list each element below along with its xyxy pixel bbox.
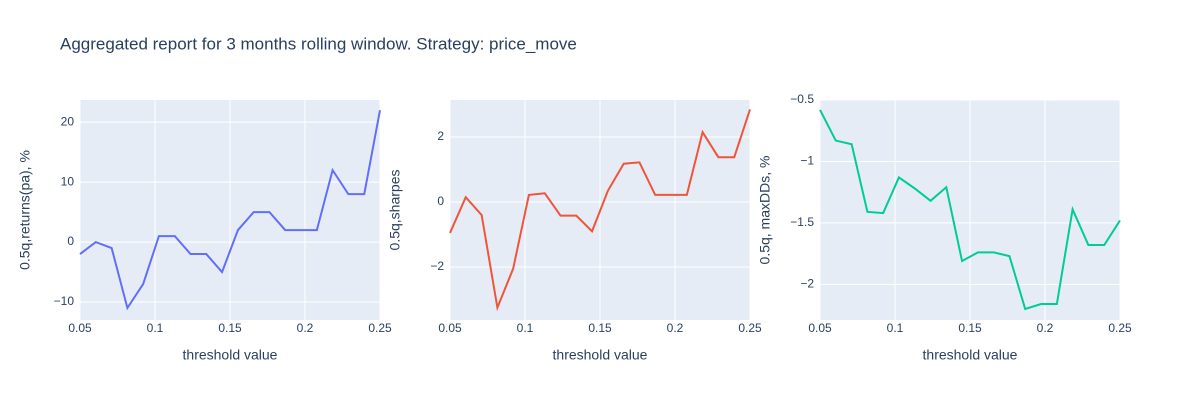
y-tick-label: 0 — [437, 194, 444, 208]
x-tick-label: 0.05 — [68, 321, 92, 335]
x-axis-title: threshold value — [923, 347, 1018, 363]
x-tick-label: 0.1 — [147, 321, 164, 335]
x-tick-label: 0.1 — [517, 321, 534, 335]
figure-title: Aggregated report for 3 months rolling w… — [60, 34, 577, 53]
x-axis-title: threshold value — [553, 347, 648, 363]
x-tick-label: 0.15 — [218, 321, 242, 335]
x-tick-label: 0.05 — [808, 321, 832, 335]
data-line — [79, 110, 381, 311]
y-tick-label: 2 — [437, 129, 444, 143]
x-tick-label: 0.1 — [887, 321, 904, 335]
y-tick-label: −1 — [800, 154, 814, 168]
data-line — [819, 109, 1121, 311]
y-tick-label: 20 — [61, 114, 75, 128]
x-tick-label: 0.2 — [1037, 321, 1054, 335]
y-tick-label: 0 — [67, 234, 74, 248]
y-tick-label: −2 — [430, 259, 444, 273]
y-tick-label: −0.5 — [790, 92, 814, 106]
x-tick-label: 0.15 — [588, 321, 612, 335]
y-axis-title: 0.5q,returns(pa), % — [17, 150, 33, 270]
x-axis-title: threshold value — [183, 347, 278, 363]
y-tick-label: −10 — [54, 294, 75, 308]
x-tick-label: 0.15 — [958, 321, 982, 335]
y-tick-label: −2 — [800, 277, 814, 291]
x-tick-label: 0.25 — [1108, 321, 1132, 335]
x-tick-label: 0.25 — [368, 321, 392, 335]
y-tick-label: 10 — [61, 174, 75, 188]
y-axis-title: 0.5q, maxDDs, % — [757, 156, 773, 265]
y-tick-label: −1.5 — [790, 215, 814, 229]
x-tick-label: 0.2 — [667, 321, 684, 335]
y-axis-title: 0.5q,sharpes — [387, 170, 403, 251]
x-tick-label: 0.05 — [438, 321, 462, 335]
x-tick-label: 0.25 — [738, 321, 762, 335]
data-line — [449, 109, 751, 312]
x-tick-label: 0.2 — [297, 321, 314, 335]
